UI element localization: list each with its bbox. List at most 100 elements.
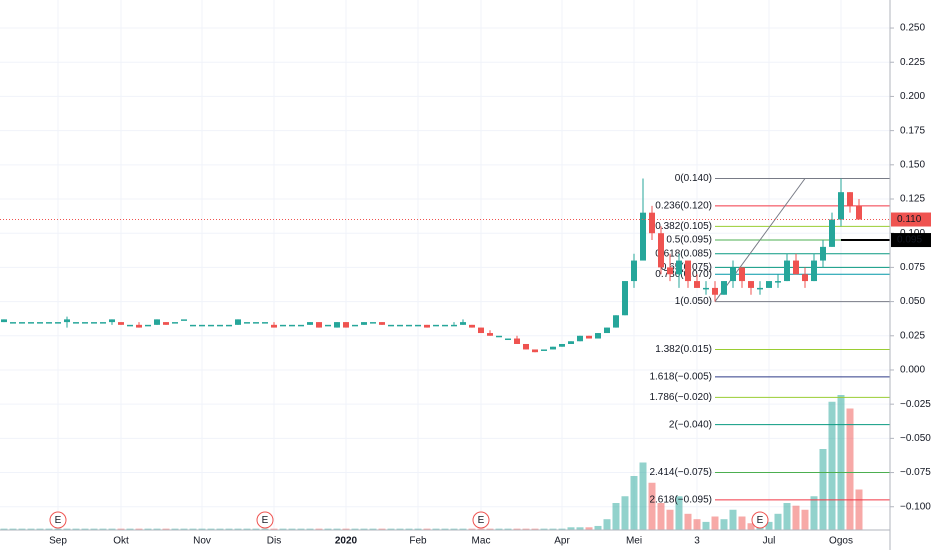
horizontal-ray-box — [891, 233, 931, 248]
candle-body — [541, 349, 547, 351]
volume-bar — [828, 401, 836, 530]
candle-body — [514, 338, 520, 344]
x-tick-label: Mei — [626, 536, 642, 547]
candle-body — [316, 322, 322, 328]
volume-bar — [252, 528, 260, 530]
volume-bar — [351, 528, 359, 530]
candle-body — [631, 260, 637, 282]
volume-bar — [594, 525, 602, 530]
candle-body — [172, 322, 178, 324]
candle-body — [487, 333, 493, 336]
volume-bar — [261, 528, 269, 530]
y-tick-label: 0.150 — [900, 159, 925, 170]
volume-bar — [234, 528, 242, 530]
candle-body — [568, 341, 574, 344]
candle-body — [505, 338, 511, 341]
volume-bar — [774, 513, 782, 530]
volume-bar — [765, 521, 773, 530]
x-tick-label: 2020 — [335, 536, 358, 547]
candle-body — [28, 322, 34, 324]
volume-bar — [432, 528, 440, 530]
volume-bar — [153, 528, 161, 530]
volume-bar — [531, 528, 539, 530]
volume-bar — [522, 528, 530, 530]
candle-body — [289, 324, 295, 327]
candle-body — [100, 322, 106, 324]
candle-body — [73, 322, 79, 324]
candle-body — [262, 322, 268, 324]
x-tick-label: Mac — [472, 536, 491, 547]
y-tick-label: 0.075 — [900, 262, 925, 273]
candle-body — [154, 319, 160, 325]
candle-body — [91, 322, 97, 324]
volume-bar — [810, 496, 818, 530]
earnings-label: E — [55, 515, 62, 526]
y-tick-label: 0.000 — [900, 365, 925, 376]
volume-bar — [603, 519, 611, 530]
volume-bar — [117, 528, 125, 530]
x-tick-label: 3 — [694, 536, 700, 547]
y-tick-label: 0.125 — [900, 194, 925, 205]
volume-bar — [495, 528, 503, 530]
volume-bar — [108, 528, 116, 530]
fib-level-label: 2.414(−0.075) — [649, 467, 712, 478]
volume-bar — [819, 449, 827, 530]
volume-bar — [171, 528, 179, 530]
volume-bar — [63, 528, 71, 530]
candle-body — [361, 322, 367, 325]
volume-bar — [360, 528, 368, 530]
candle-body — [730, 267, 736, 282]
volume-bar — [396, 528, 404, 530]
candle-body — [208, 324, 214, 327]
candle-body — [433, 324, 439, 327]
candle-body — [199, 324, 205, 327]
candle-body — [253, 322, 259, 324]
volume-bar — [657, 503, 665, 530]
volume-bar — [405, 528, 413, 530]
candle-body — [145, 324, 151, 327]
candle-body — [532, 349, 538, 353]
candle-body — [244, 322, 250, 324]
volume-bar — [684, 513, 692, 530]
y-tick-label: 0.175 — [900, 125, 925, 136]
candle-body — [613, 315, 619, 328]
candle-body — [235, 319, 241, 325]
volume-bar — [198, 528, 206, 530]
candle-body — [766, 281, 772, 288]
candle-body — [694, 281, 700, 288]
volume-bar — [207, 528, 215, 530]
candle-body — [127, 324, 133, 327]
volume-bar — [720, 519, 728, 530]
candle-body — [118, 322, 124, 325]
candle-body — [640, 212, 646, 261]
volume-bar — [558, 528, 566, 530]
candle-body — [685, 260, 691, 282]
volume-bar — [504, 528, 512, 530]
candle-body — [676, 260, 682, 275]
volume-bar — [333, 528, 341, 530]
y-tick-label: −0.025 — [900, 399, 931, 410]
x-tick-label: Okt — [113, 536, 129, 547]
candle-body — [469, 324, 475, 328]
candle-body — [46, 322, 52, 324]
volume-bar — [27, 528, 35, 530]
volume-bar — [693, 519, 701, 530]
candle-body — [55, 322, 61, 324]
candle-body — [136, 324, 142, 328]
volume-bar — [144, 528, 152, 530]
candle-body — [1, 319, 7, 323]
y-tick-label: 0.050 — [900, 296, 925, 307]
y-tick-label: 0.025 — [900, 330, 925, 341]
volume-bar — [45, 528, 53, 530]
last-price-box — [891, 212, 931, 227]
candle-body — [703, 287, 709, 290]
candle-body — [397, 324, 403, 327]
candle-body — [478, 327, 484, 334]
volume-bar — [585, 527, 593, 530]
candle-body — [784, 260, 790, 282]
x-tick-label: Jul — [763, 536, 776, 547]
volume-bar — [675, 496, 683, 530]
volume-bar — [387, 528, 395, 530]
candle-body — [757, 287, 763, 290]
